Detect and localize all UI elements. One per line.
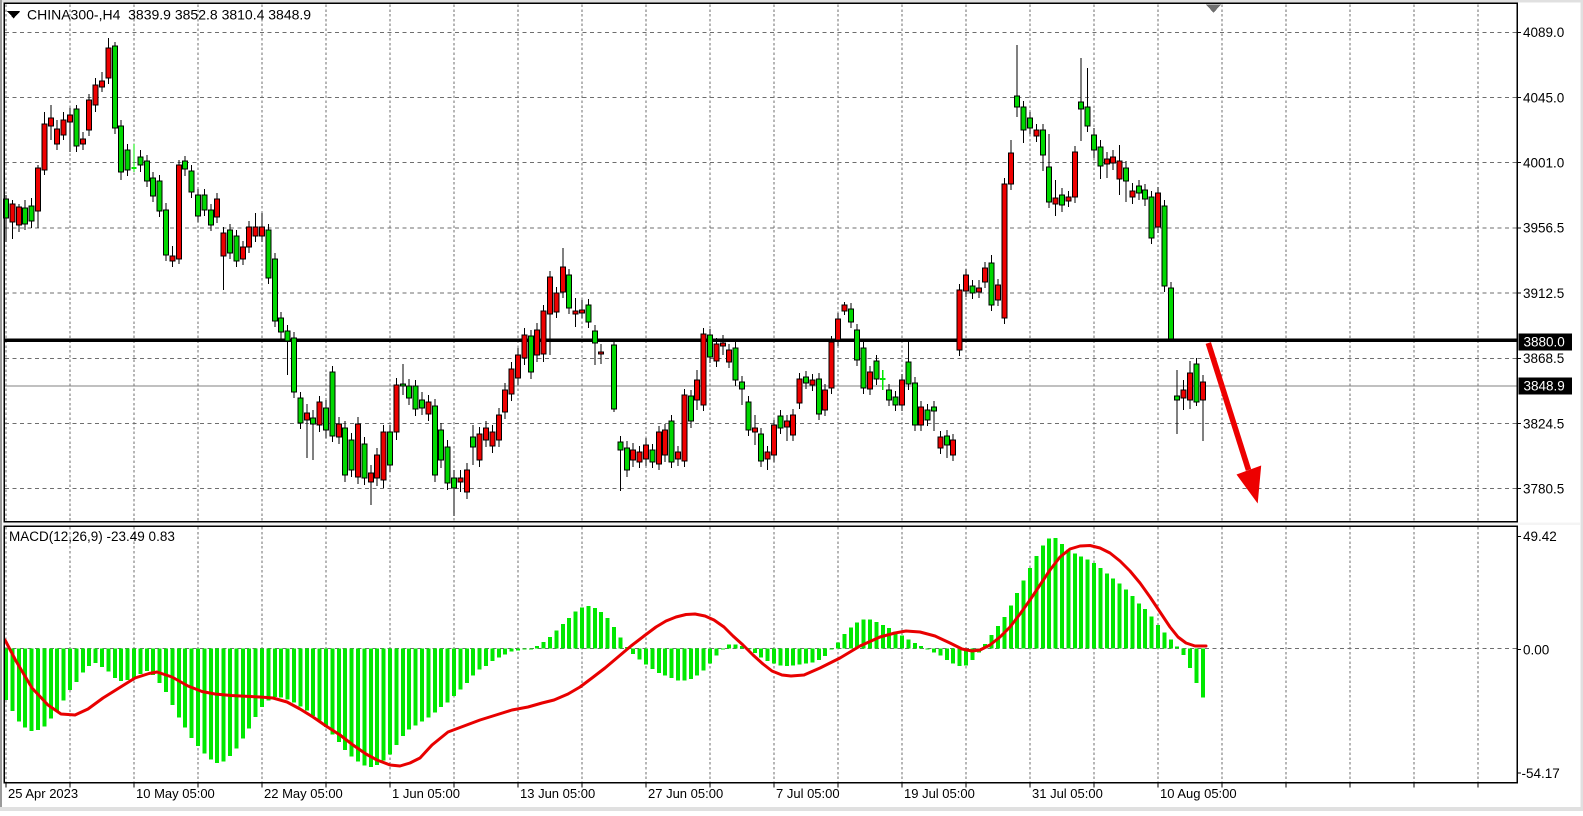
svg-text:4045.0: 4045.0 xyxy=(1523,90,1564,105)
svg-text:CHINA300-,H4 3839.9 3852.8 38: CHINA300-,H4 3839.9 3852.8 3810.4 3848.9 xyxy=(27,7,311,23)
svg-text:3868.5: 3868.5 xyxy=(1523,351,1564,366)
svg-text:3912.5: 3912.5 xyxy=(1523,286,1564,301)
svg-text:1 Jun 05:00: 1 Jun 05:00 xyxy=(392,786,460,801)
svg-text:10 May 05:00: 10 May 05:00 xyxy=(136,786,215,801)
svg-text:0.00: 0.00 xyxy=(1523,642,1549,657)
svg-text:19 Jul 05:00: 19 Jul 05:00 xyxy=(904,786,975,801)
svg-text:3780.5: 3780.5 xyxy=(1523,482,1564,497)
svg-text:31 Jul 05:00: 31 Jul 05:00 xyxy=(1032,786,1103,801)
svg-text:25 Apr 2023: 25 Apr 2023 xyxy=(8,786,78,801)
svg-text:3880.0: 3880.0 xyxy=(1524,334,1565,349)
svg-text:MACD(12,26,9) -23.49 0.83: MACD(12,26,9) -23.49 0.83 xyxy=(9,529,175,544)
svg-text:-54.17: -54.17 xyxy=(1522,766,1560,781)
svg-text:7 Jul 05:00: 7 Jul 05:00 xyxy=(776,786,840,801)
svg-text:4001.0: 4001.0 xyxy=(1523,156,1564,171)
svg-text:10 Aug 05:00: 10 Aug 05:00 xyxy=(1160,786,1237,801)
svg-text:22 May 05:00: 22 May 05:00 xyxy=(264,786,343,801)
svg-text:49.42: 49.42 xyxy=(1523,529,1557,544)
svg-text:3848.9: 3848.9 xyxy=(1524,378,1565,393)
svg-text:4089.0: 4089.0 xyxy=(1523,25,1564,40)
svg-text:3956.5: 3956.5 xyxy=(1523,221,1564,236)
svg-text:3824.5: 3824.5 xyxy=(1523,416,1564,431)
svg-text:13 Jun 05:00: 13 Jun 05:00 xyxy=(520,786,595,801)
svg-text:27 Jun 05:00: 27 Jun 05:00 xyxy=(648,786,723,801)
